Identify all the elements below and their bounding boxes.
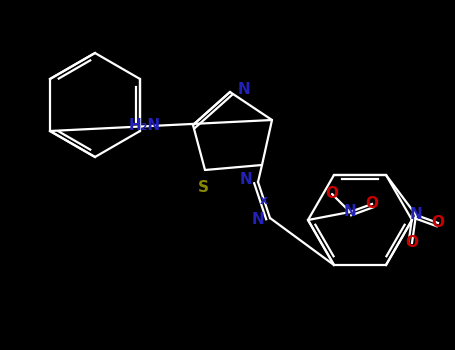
Text: H₂N: H₂N [129, 118, 161, 133]
Text: O: O [325, 187, 339, 202]
Text: x: x [260, 194, 268, 206]
Text: N: N [239, 173, 252, 188]
Text: N: N [251, 212, 264, 228]
Text: O: O [365, 196, 379, 211]
Text: O: O [405, 236, 419, 251]
Text: N: N [344, 204, 356, 219]
Text: S: S [197, 180, 208, 195]
Text: N: N [238, 83, 251, 98]
Text: N: N [410, 208, 422, 223]
Text: O: O [431, 216, 445, 230]
